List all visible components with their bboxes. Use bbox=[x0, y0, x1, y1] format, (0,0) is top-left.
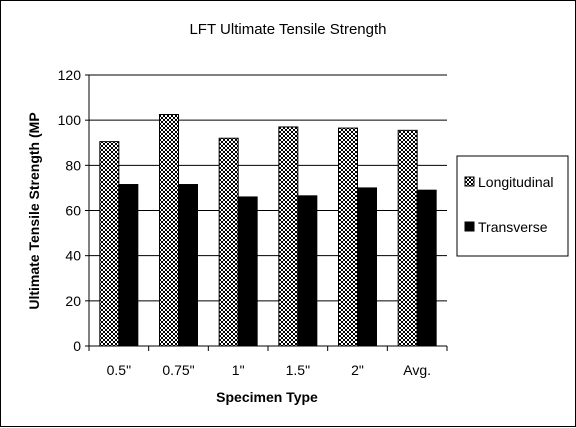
x-tick-label: Avg. bbox=[403, 362, 431, 378]
bar-transverse-1 bbox=[178, 184, 198, 347]
x-tick-label: 0.75" bbox=[162, 362, 194, 378]
chart-title: LFT Ultimate Tensile Strength bbox=[189, 21, 386, 38]
bar-transverse-5 bbox=[416, 189, 437, 347]
tick-labels: 0 20 40 60 80 100 120 0.5" 0.75" 1" 1.5" 2" Avg. bbox=[58, 67, 431, 378]
bar-transverse-2 bbox=[237, 196, 258, 347]
legend-label-transverse: Transverse bbox=[478, 219, 548, 235]
x-tick-label: 1.5" bbox=[286, 362, 310, 378]
legend-swatch-transverse bbox=[464, 221, 475, 232]
y-tick-label: 120 bbox=[58, 67, 82, 83]
legend-swatch-longitudinal bbox=[464, 176, 475, 187]
bar-longitudinal-2 bbox=[218, 137, 239, 347]
y-tick-label: 60 bbox=[65, 203, 81, 219]
y-tick-label: 0 bbox=[73, 338, 81, 354]
x-tick-label: 0.5" bbox=[107, 362, 131, 378]
bar-longitudinal-1 bbox=[159, 114, 179, 347]
x-tick-label: 1" bbox=[232, 362, 245, 378]
bar-longitudinal-4 bbox=[338, 127, 358, 347]
bar-longitudinal-0 bbox=[99, 141, 120, 347]
bar-transverse-4 bbox=[357, 187, 377, 347]
y-tick-label: 40 bbox=[65, 248, 81, 264]
bars bbox=[99, 114, 437, 347]
x-tick-label: 2" bbox=[351, 362, 364, 378]
y-tick-label: 100 bbox=[58, 112, 82, 128]
y-tick-label: 20 bbox=[65, 293, 81, 309]
legend-box bbox=[456, 155, 569, 257]
axes bbox=[85, 74, 448, 351]
x-axis-title: Specimen Type bbox=[216, 389, 318, 405]
bar-transverse-0 bbox=[118, 184, 139, 347]
y-axis-title: Ultimate Tensile Strength (MP bbox=[26, 112, 42, 309]
bar-longitudinal-3 bbox=[278, 126, 299, 347]
legend-label-longitudinal: Longitudinal bbox=[478, 174, 554, 190]
bar-longitudinal-5 bbox=[397, 129, 418, 347]
gridlines bbox=[89, 74, 447, 346]
bar-transverse-3 bbox=[297, 195, 318, 347]
y-tick-label: 80 bbox=[65, 157, 81, 173]
legend: Longitudinal Transverse bbox=[456, 155, 569, 257]
